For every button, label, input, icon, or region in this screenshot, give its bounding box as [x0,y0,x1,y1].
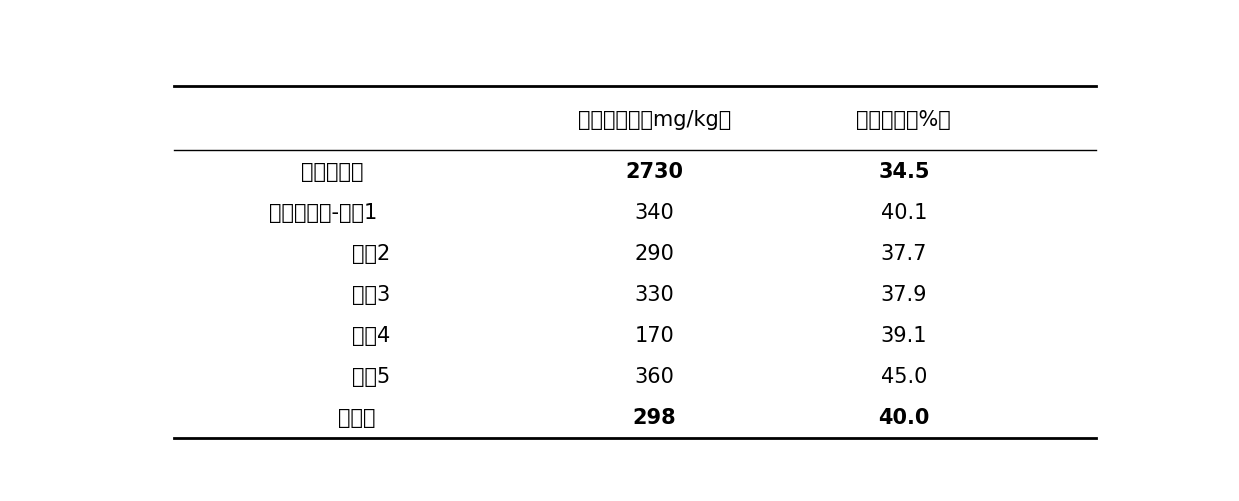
Text: 发酵菜籽箕-中试1: 发酵菜籽箕-中试1 [269,202,377,222]
Text: 粗蛋白质（%）: 粗蛋白质（%） [856,110,952,130]
Text: 40.0: 40.0 [878,408,929,428]
Text: 菜籽箕原料: 菜籽箕原料 [301,161,364,181]
Text: 2730: 2730 [626,161,683,181]
Text: 40.1: 40.1 [881,202,927,222]
Text: 37.9: 37.9 [881,285,927,305]
Text: 37.7: 37.7 [881,243,927,264]
Text: 34.5: 34.5 [878,161,929,181]
Text: 39.1: 39.1 [881,326,927,346]
Text: 中试4: 中试4 [352,326,390,346]
Text: 中试3: 中试3 [352,285,390,305]
Text: 45.0: 45.0 [881,367,927,387]
Text: 290: 290 [634,243,674,264]
Text: 异硫氪酸酯（mg/kg）: 异硫氪酸酯（mg/kg） [577,110,731,130]
Text: 360: 360 [634,367,674,387]
Text: 平均値: 平均値 [338,408,375,428]
Text: 340: 340 [634,202,674,222]
Text: 中试5: 中试5 [352,367,390,387]
Text: 298: 298 [632,408,676,428]
Text: 330: 330 [634,285,674,305]
Text: 170: 170 [634,326,674,346]
Text: 中试2: 中试2 [352,243,390,264]
